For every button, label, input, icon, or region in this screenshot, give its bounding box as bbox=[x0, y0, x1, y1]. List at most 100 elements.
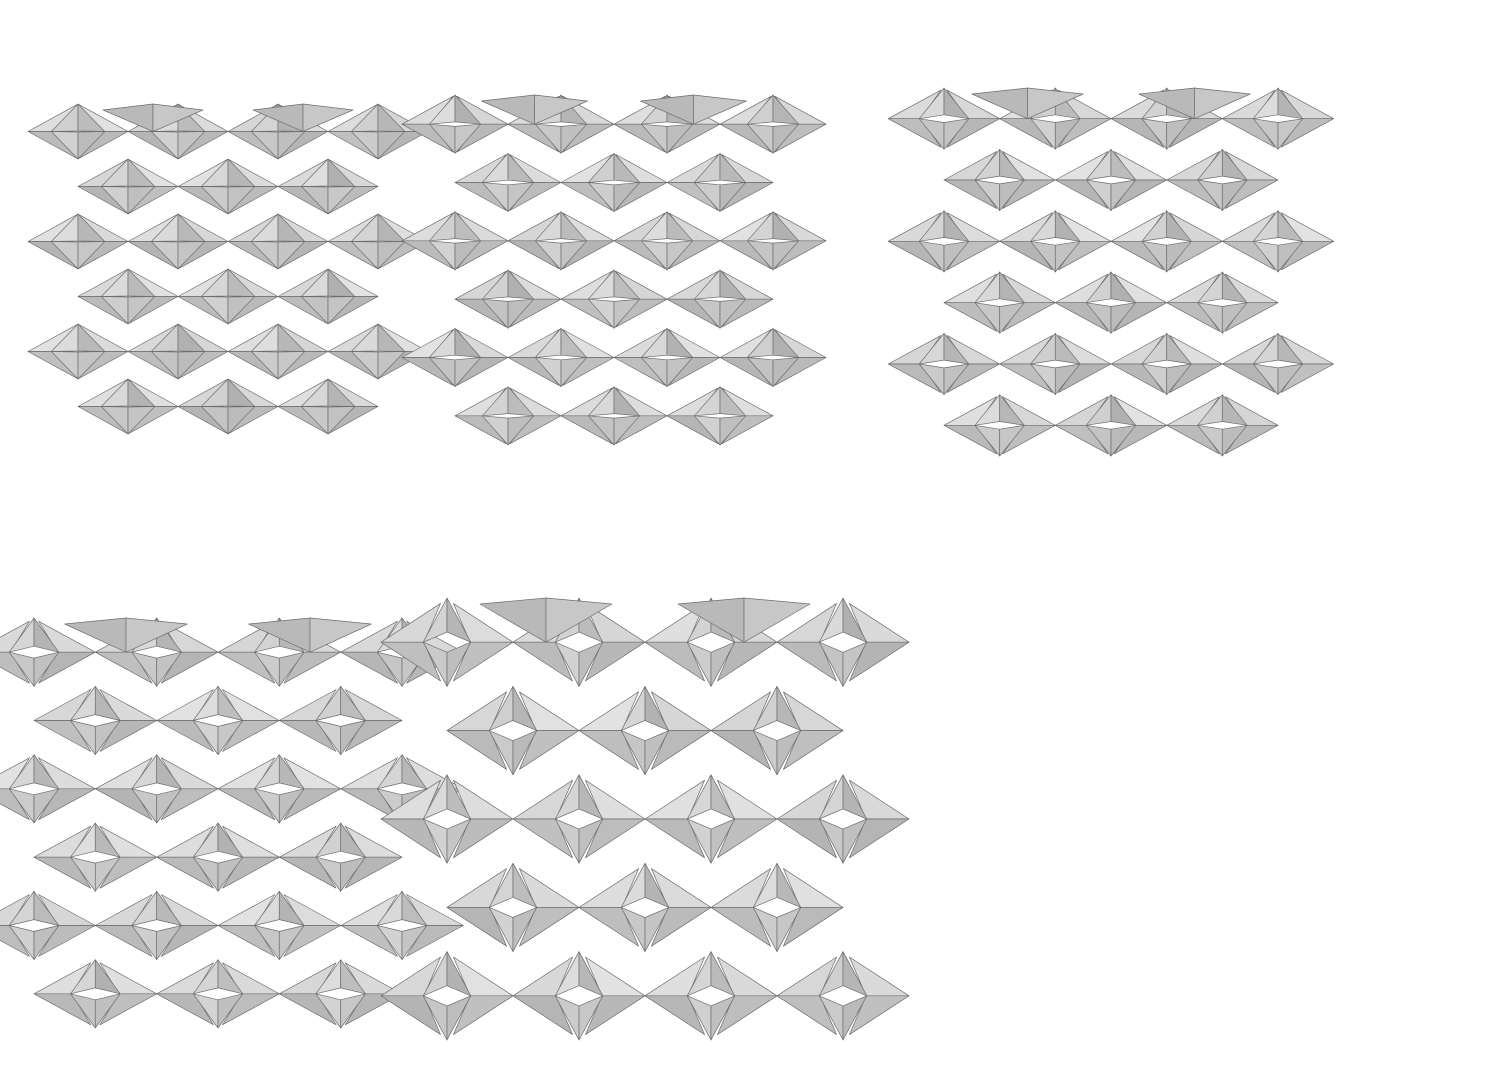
folded-triangle bbox=[999, 179, 1025, 212]
folded-triangle bbox=[454, 240, 482, 271]
folded-triangle bbox=[710, 995, 736, 1041]
folded-triangle bbox=[33, 890, 60, 926]
folded-triangle bbox=[454, 94, 482, 125]
folded-triangle bbox=[344, 993, 403, 1026]
folded-triangle bbox=[1054, 240, 1081, 273]
folded-triangle bbox=[227, 406, 256, 435]
folded-triangle bbox=[127, 378, 156, 407]
folded-triangle bbox=[327, 406, 356, 435]
folded-triangle bbox=[666, 240, 694, 271]
folded-triangle bbox=[999, 271, 1025, 304]
folded-triangle bbox=[507, 152, 535, 183]
folded-triangle bbox=[776, 995, 837, 1035]
folded-triangle bbox=[217, 720, 244, 756]
folded-triangle bbox=[710, 951, 736, 997]
folded-triangle bbox=[177, 131, 206, 160]
folded-triangle bbox=[33, 754, 60, 790]
folded-triangle bbox=[999, 394, 1025, 426]
folded-triangle bbox=[446, 907, 507, 947]
folded-triangle bbox=[94, 822, 121, 858]
folded-triangle bbox=[377, 103, 406, 132]
folded-triangle bbox=[33, 617, 60, 653]
folded-triangle bbox=[156, 720, 214, 752]
folded-triangle bbox=[512, 907, 538, 952]
folded-triangle bbox=[842, 818, 868, 864]
folded-triangle bbox=[1277, 210, 1304, 242]
folded-triangle bbox=[1110, 394, 1137, 426]
folded-triangle bbox=[578, 995, 604, 1041]
folded-triangle bbox=[1166, 240, 1192, 273]
folded-triangle bbox=[283, 651, 342, 684]
folded-triangle bbox=[507, 298, 535, 329]
folded-triangle bbox=[77, 131, 106, 160]
folded-triangle bbox=[160, 651, 219, 684]
folded-triangle bbox=[340, 925, 398, 957]
folded-triangle bbox=[1166, 363, 1192, 396]
folded-triangle bbox=[327, 296, 356, 325]
folded-triangle bbox=[227, 296, 256, 325]
folded-triangle bbox=[217, 788, 276, 821]
folded-triangle bbox=[585, 995, 646, 1035]
folded-triangle bbox=[710, 774, 736, 820]
folded-triangle bbox=[507, 269, 535, 300]
folded-triangle bbox=[1221, 394, 1248, 426]
folded-triangle bbox=[842, 951, 868, 997]
folded-triangle bbox=[560, 123, 588, 154]
folded-triangle bbox=[1110, 271, 1137, 304]
folded-triangle bbox=[380, 818, 441, 859]
folded-triangle bbox=[277, 351, 306, 380]
folded-triangle bbox=[1110, 148, 1137, 181]
pattern-stage-5 bbox=[380, 597, 910, 1041]
folded-triangle bbox=[77, 323, 106, 352]
pattern-stage-3 bbox=[887, 87, 1335, 457]
folded-triangle bbox=[578, 951, 604, 997]
folded-triangle bbox=[217, 856, 244, 892]
folded-triangle bbox=[125, 617, 188, 653]
folded-triangle bbox=[217, 925, 276, 957]
folded-triangle bbox=[578, 774, 604, 820]
folded-triangle bbox=[519, 907, 580, 947]
folded-triangle bbox=[0, 788, 30, 821]
folded-triangle bbox=[560, 357, 588, 388]
folded-triangle bbox=[340, 993, 366, 1029]
folded-triangle bbox=[943, 332, 970, 365]
folded-triangle bbox=[454, 211, 482, 242]
folded-triangle bbox=[776, 907, 802, 952]
folded-triangle bbox=[1221, 179, 1248, 212]
folded-triangle bbox=[406, 925, 464, 957]
folded-triangle bbox=[772, 211, 800, 242]
folded-triangle bbox=[327, 158, 356, 187]
folded-triangle bbox=[277, 213, 306, 242]
folded-triangle bbox=[377, 213, 406, 242]
folded-triangle bbox=[401, 890, 428, 926]
folded-triangle bbox=[772, 123, 800, 154]
folded-triangle bbox=[33, 788, 60, 824]
folded-triangle bbox=[127, 268, 156, 297]
folded-triangle bbox=[446, 730, 507, 770]
folded-triangle bbox=[227, 378, 256, 407]
folded-triangle bbox=[453, 641, 514, 682]
folded-triangle bbox=[717, 818, 778, 859]
folded-triangle bbox=[377, 351, 406, 380]
folded-triangle bbox=[156, 754, 182, 790]
folded-triangle bbox=[340, 685, 366, 721]
folded-triangle bbox=[943, 118, 970, 150]
folded-triangle bbox=[719, 298, 747, 329]
folded-triangle bbox=[512, 862, 538, 908]
folded-triangle bbox=[613, 415, 641, 446]
folded-triangle bbox=[842, 995, 868, 1041]
folded-triangle bbox=[943, 87, 970, 120]
folded-triangle bbox=[1110, 302, 1137, 334]
folded-triangle bbox=[585, 818, 646, 859]
folded-triangle bbox=[177, 213, 206, 242]
folded-triangle bbox=[644, 862, 670, 908]
folded-triangle bbox=[666, 327, 694, 358]
folded-triangle bbox=[512, 686, 538, 731]
folded-triangle bbox=[710, 641, 736, 687]
folded-triangle bbox=[94, 856, 121, 892]
folded-triangle bbox=[512, 730, 538, 776]
folded-triangle bbox=[446, 951, 472, 997]
folded-triangle bbox=[666, 211, 694, 242]
folded-triangle bbox=[849, 995, 910, 1035]
